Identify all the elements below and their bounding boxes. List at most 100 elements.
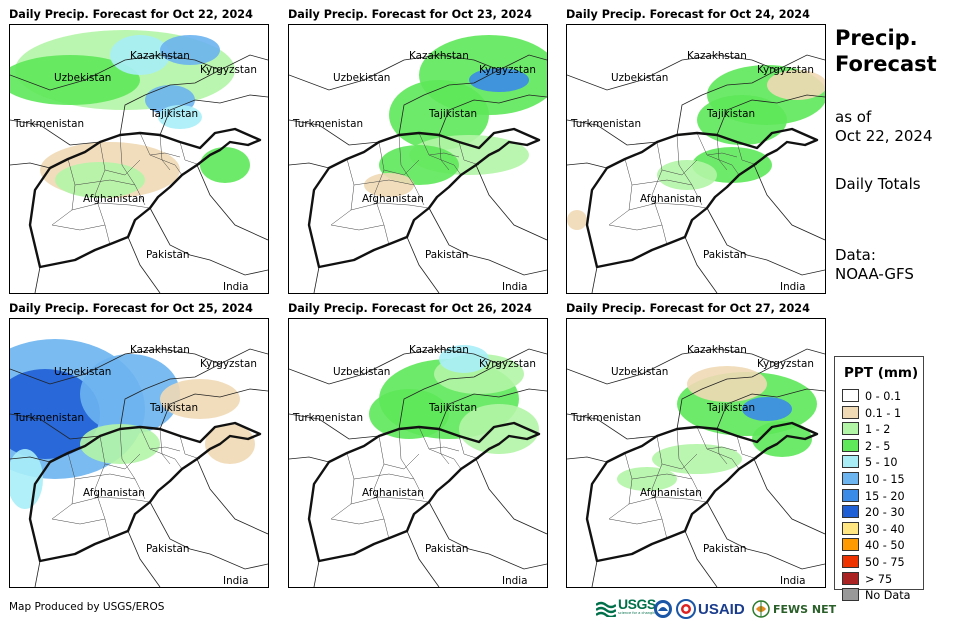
province-boundary [94, 435, 111, 540]
map-panel-oct25: Daily Precip. Forecast for Oct 25, 2024 … [9, 302, 269, 592]
province-boundary [716, 134, 728, 171]
province-boundary [159, 134, 171, 171]
province-boundary [139, 426, 183, 470]
data-line2: NOAA-GFS [835, 265, 914, 283]
precip-cell [205, 424, 255, 464]
province-boundary [373, 435, 390, 540]
province-boundary [608, 224, 663, 231]
usgs-wave-icon [596, 601, 616, 617]
country-label-tajikistan: Tajikistan [149, 108, 198, 120]
legend-swatch [842, 521, 859, 535]
province-boundary [179, 141, 201, 166]
legend-label: 50 - 75 [865, 556, 905, 569]
precip-cell [55, 162, 145, 198]
province-boundary [716, 428, 728, 465]
country-border [34, 560, 41, 587]
precip-field [369, 345, 539, 454]
legend-item: 15 - 20 [842, 488, 905, 504]
country-border [10, 54, 221, 91]
country-border [289, 54, 500, 91]
country-label-pakistan: Pakistan [146, 543, 190, 555]
legend-label: 0 - 0.1 [865, 390, 902, 403]
legend-swatch [842, 588, 859, 602]
precip-cell [687, 366, 767, 402]
country-label-tajikistan: Tajikistan [428, 108, 477, 120]
country-label-pakistan: Pakistan [146, 249, 190, 261]
province-boundary [149, 446, 181, 452]
province-boundary [676, 428, 703, 500]
country-border [159, 388, 268, 430]
precip-cell [369, 389, 449, 439]
country-label-india: India [502, 575, 528, 587]
country-border [10, 348, 221, 385]
province-boundary [631, 179, 693, 186]
legend-item: 40 - 50 [842, 538, 905, 553]
country-label-kyrgyzstan: Kyrgyzstan [479, 358, 536, 370]
country-label-kazakhstan: Kazakhstan [687, 50, 747, 62]
province-boundary [706, 446, 738, 452]
country-label-kyrgyzstan: Kyrgyzstan [757, 64, 814, 76]
precip-cell [110, 35, 170, 75]
country-border [127, 530, 161, 587]
country-label-kazakhstan: Kazakhstan [409, 344, 469, 356]
country-label-turkmenistan: Turkmenistan [13, 412, 84, 424]
province-boundary [628, 496, 708, 505]
asof-line2: Oct 22, 2024 [835, 127, 933, 145]
country-label-kyrgyzstan: Kyrgyzstan [200, 358, 257, 370]
province-boundary [428, 152, 460, 158]
country-border [119, 348, 268, 430]
country-border [567, 456, 608, 463]
legend-label: 30 - 40 [865, 522, 905, 536]
country-label-turkmenistan: Turkmenistan [570, 118, 641, 130]
country-border [676, 348, 825, 430]
country-label-tajikistan: Tajikistan [706, 402, 755, 414]
country-label-uzbekistan: Uzbekistan [54, 72, 111, 84]
legend-swatch [842, 555, 859, 568]
country-label-pakistan: Pakistan [425, 249, 469, 261]
legend-label: 10 - 15 [865, 473, 905, 486]
country-border [406, 236, 440, 293]
country-border [149, 207, 268, 276]
fewsnet-text: FEWS NET [773, 602, 837, 616]
precip-cell [617, 467, 677, 491]
legend-item: > 75 [842, 571, 892, 587]
province-boundary [373, 141, 390, 246]
province-boundary [71, 496, 151, 505]
precip-map: Kazakhstan Kyrgyzstan Uzbekistan Tajikistan… [289, 344, 547, 587]
usgs-text: USGS [618, 596, 656, 612]
province-boundary [696, 426, 740, 470]
province-boundary [608, 452, 633, 520]
legend-swatch [842, 488, 859, 502]
country-border [716, 388, 825, 430]
map-frame: Kazakhstan Kyrgyzstan Uzbekistan Tajikistan… [9, 24, 269, 294]
country-label-india: India [223, 575, 249, 587]
country-border [10, 413, 101, 440]
legend-swatch [842, 455, 859, 469]
precip-cell [697, 95, 787, 145]
country-border [289, 456, 330, 463]
legend-swatch [842, 438, 859, 452]
country-label-pakistan: Pakistan [703, 543, 747, 555]
country-label-uzbekistan: Uzbekistan [611, 366, 668, 378]
country-border [591, 560, 598, 587]
legend-item: No Data [842, 588, 910, 603]
noaa-seal-icon [654, 600, 672, 618]
legend-label: 40 - 50 [865, 539, 905, 553]
country-border [428, 501, 547, 570]
province-boundary [104, 159, 141, 176]
country-border [119, 54, 268, 136]
country-border [567, 54, 778, 91]
precip-map: Kazakhstan Kyrgyzstan Uzbekistan Tajikistan… [567, 50, 825, 293]
nws-logo [676, 598, 696, 620]
country-border [753, 164, 825, 241]
province-boundary [383, 159, 420, 176]
country-label-turkmenistan: Turkmenistan [570, 412, 641, 424]
afghanistan-outline [307, 421, 541, 563]
country-border [289, 413, 380, 440]
usaid-logo: USAID [698, 598, 745, 620]
province-boundary [51, 224, 106, 231]
country-border [10, 119, 101, 146]
country-border [34, 266, 41, 293]
legend-item: 20 - 30 [842, 505, 905, 520]
precip-cell [160, 379, 240, 419]
